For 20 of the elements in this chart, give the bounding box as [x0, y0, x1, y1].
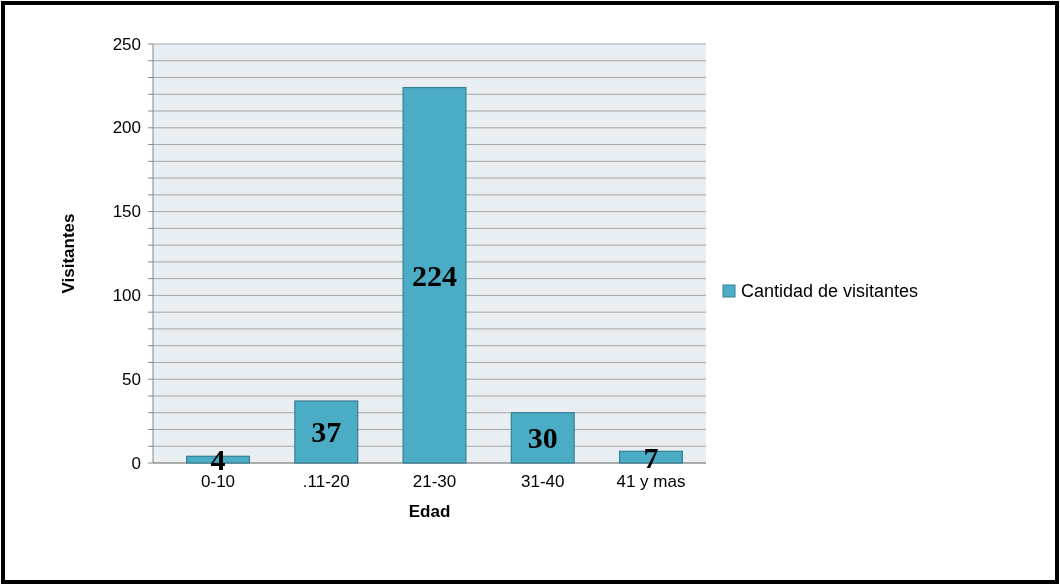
y-axis-title: Visitantes [59, 213, 78, 294]
bar [402, 86, 467, 464]
bar [510, 412, 575, 464]
y-tick-label: 100 [112, 285, 141, 305]
legend-label: Cantidad de visitantes [741, 281, 919, 301]
data-label: 37 [311, 415, 342, 449]
x-tick-label: .11-20 [302, 472, 350, 491]
y-tick-label: 150 [112, 202, 141, 222]
data-label: 30 [527, 421, 558, 455]
y-tick-label: 200 [112, 118, 141, 138]
x-tick-label: 21-30 [412, 472, 457, 491]
x-tick-label: 31-40 [520, 472, 565, 491]
y-tick-label: 0 [131, 453, 141, 473]
x-tick-label: 0-10 [201, 472, 236, 491]
y-tick-label: 250 [112, 34, 141, 54]
data-label: 224 [412, 258, 457, 292]
bar [294, 400, 359, 464]
x-tick-label: 41 y mas [616, 472, 686, 491]
x-axis-title: Edad [408, 502, 451, 521]
y-tick-label: 50 [122, 369, 141, 389]
